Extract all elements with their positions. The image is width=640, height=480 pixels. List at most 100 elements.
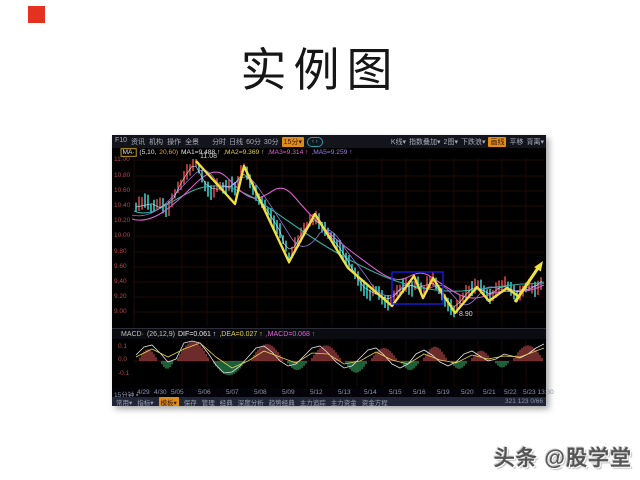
bottom-menu-item[interactable]: 资金方程 — [361, 399, 388, 407]
watermark: 头条 @股学堂 — [493, 447, 632, 470]
macd-dif-line — [135, 340, 545, 374]
bottom-menu-item[interactable]: 保存 — [183, 399, 197, 407]
date-tick-label: 5/13 — [338, 389, 351, 396]
chart-canvas — [131, 158, 545, 387]
ma-mid-line — [131, 169, 545, 306]
price-tick-label: 10.80 — [114, 172, 131, 179]
toolbar-menu-item[interactable]: F10 — [115, 136, 128, 144]
macd-histogram — [139, 341, 543, 376]
price-tick-label: 9.40 — [114, 278, 127, 285]
ma-fast-line — [131, 171, 545, 299]
price-tick-label: 11.00 — [114, 156, 130, 163]
bottom-menu-item[interactable]: 管理 — [201, 399, 215, 407]
date-tick-label: 5/23 13:30 — [523, 389, 554, 396]
dif-value: DIF=0.061 ↑ — [177, 330, 217, 338]
ma-info-row: MA· (5,10, 20,60) MA1=9.488 ↑ ,MA2=9.369… — [112, 148, 525, 157]
price-tick-label: 10.40 — [114, 202, 131, 209]
date-tick-label: 4/30 — [154, 389, 167, 396]
date-tick-label: 5/19 — [437, 389, 450, 396]
chart-toolbar: F10 资讯 机构 操作 全景 分时 日线 60分 30分 15分▾ ‹ › K线▾ 指数叠加▾… — [112, 135, 546, 148]
period-option[interactable]: 60分 — [246, 138, 261, 146]
price-tick-label: 9.80 — [114, 248, 127, 255]
bottom-menu-bar: 常用▾ 指标▾ 模板▾ 保存 管理 经典 深度分析 趋势经典 主力追踪 主力资金 资金方程 32… — [112, 397, 546, 406]
period-option[interactable]: 日线 — [229, 138, 244, 146]
toolbar-menu-item[interactable]: 操作 — [167, 138, 182, 146]
toolbar-menu-item[interactable]: 机构 — [149, 138, 164, 146]
swing-high-label: 11.08 — [200, 153, 217, 160]
date-tick-label: 4/29 — [137, 389, 150, 396]
bottom-menu-item[interactable]: 常用▾ — [116, 399, 133, 407]
price-tick-label: 10.00 — [114, 232, 131, 239]
date-tick-label: 5/08 — [254, 389, 267, 396]
toolbar-menu-item[interactable]: 资讯 — [131, 138, 146, 146]
macd-dea-line — [135, 342, 545, 369]
chart-tool-button[interactable]: 背离▾ — [526, 138, 544, 146]
macd-params: (26,12,9) — [146, 330, 175, 338]
consolidation-box — [391, 271, 444, 305]
toolbar-right-menu: K线▾ 指数叠加▾ 2图▾ 下跌浪▾ 画线 平移 背离▾ — [390, 136, 544, 147]
date-tick-label: 5/06 — [198, 389, 211, 396]
ma2-value: ,MA2=9.369 ↑ — [223, 149, 265, 156]
chart-tool-button[interactable]: 下跌浪▾ — [460, 138, 486, 146]
bottom-menu-item[interactable]: 指标▾ — [137, 399, 154, 407]
price-tick-label: 10.20 — [114, 217, 131, 224]
macd-tick-label: 0.0 — [118, 356, 128, 363]
ma5-value: ,MA5=9.259 ↑ — [311, 149, 353, 156]
period-option[interactable]: 30分 — [263, 138, 279, 146]
bottom-menu-item[interactable]: 主力资金 — [330, 399, 357, 407]
template-button[interactable]: 模板▾ — [158, 397, 179, 406]
ma-params: (5,10, — [139, 149, 157, 156]
dea-value: ,DEA=0.027 ↑ — [219, 330, 263, 338]
date-tick-label: 5/12 — [310, 389, 323, 396]
date-tick-label: 5/09 — [282, 389, 295, 396]
up-arrow — [513, 267, 540, 303]
toolbar-period-group: 分时 日线 60分 30分 15分▾ ‹ › — [212, 136, 323, 147]
toolbar-left-menu: F10 资讯 机构 操作 全景 — [115, 137, 199, 147]
slide-title: 实例图 — [240, 45, 400, 96]
period-15min-button[interactable]: 15分▾ — [281, 136, 304, 147]
macd-value: ,MACD=0.068 ↑ — [265, 330, 316, 338]
chart-tool-button[interactable]: 指数叠加▾ — [409, 138, 441, 146]
bottom-menu-item[interactable]: 趋势经典 — [268, 399, 295, 407]
date-tick-label: 5/22 — [504, 389, 517, 396]
macd-tick-label: 0.1 — [118, 343, 128, 350]
chart-tool-button[interactable]: K线▾ — [390, 138, 407, 146]
interval-label: 15分钟 ▪ — [114, 392, 139, 399]
draw-line-button[interactable]: 画线 — [488, 136, 507, 147]
toolbar-menu-item[interactable]: 全景 — [185, 138, 200, 146]
ma-params2: 20,60) — [159, 149, 179, 156]
red-square-bullet — [28, 6, 45, 23]
macd-tick-label: -0.1 — [118, 370, 130, 377]
bottom-menu-item[interactable]: 经典 — [219, 399, 233, 407]
bottom-menu-item[interactable]: 深度分析 — [237, 399, 264, 407]
stock-chart-screenshot: F10 资讯 机构 操作 全景 分时 日线 60分 30分 15分▾ ‹ › K线▾ 指数叠加▾… — [112, 135, 554, 406]
ma1-value: MA1=9.488 ↑ — [180, 149, 221, 156]
date-tick-label: 5/05 — [171, 389, 184, 396]
price-tick-label: 9.60 — [114, 263, 127, 270]
date-tick-label: 5/20 — [461, 389, 474, 396]
price-tick-label: 9.00 — [114, 308, 127, 315]
grid-lines — [133, 158, 544, 387]
ma3-value: ,MA3=9.314 ↑ — [267, 149, 309, 156]
date-tick-label: 5/15 — [389, 389, 402, 396]
candlesticks — [135, 159, 542, 318]
chart-tool-button[interactable]: 平移 — [509, 138, 524, 146]
price-tick-label: 9.20 — [114, 293, 127, 300]
date-tick-label: 5/07 — [226, 389, 239, 396]
bottom-menu-item[interactable]: 主力追踪 — [299, 399, 326, 407]
nav-arrows-button[interactable]: ‹ › — [306, 136, 323, 147]
ma-slow-line — [133, 185, 545, 292]
chart-tool-button[interactable]: 2图▾ — [443, 138, 458, 146]
up-arrow-head — [534, 261, 543, 272]
zigzag-trendline — [195, 160, 519, 315]
macd-tag[interactable]: MACD· — [121, 330, 144, 338]
date-tick-label: 5/16 — [413, 389, 426, 396]
swing-low-label: 8.90 — [459, 311, 473, 318]
ma-white-line — [135, 165, 543, 307]
period-option[interactable]: 分时 — [212, 138, 227, 146]
ma-tag[interactable]: MA· — [120, 148, 137, 157]
price-tick-label: 10.60 — [114, 187, 131, 194]
date-tick-label: 5/14 — [364, 389, 377, 396]
bar-counter: 321 123 0/66 — [505, 398, 543, 405]
